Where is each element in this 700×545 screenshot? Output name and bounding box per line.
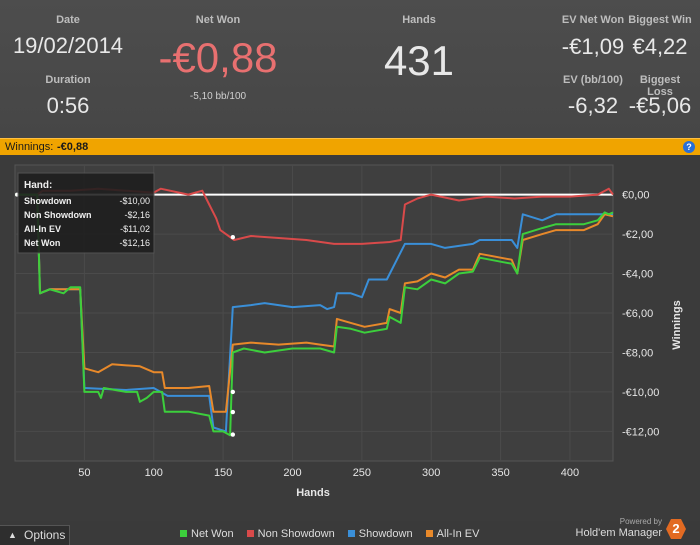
help-icon[interactable]: ?: [683, 141, 695, 153]
winnings-chart: 50 100 150 200 250 300 350 400 €0,00 -€2,00 -€4,0…: [0, 155, 700, 521]
ev-bb-label: EV (bb/100): [563, 74, 623, 86]
tooltip-row-value: -$2,16: [124, 210, 150, 220]
hand-tooltip: Hand: Showdown -$10,00 Non Showdown -$2,…: [17, 172, 155, 254]
hover-point: [230, 409, 236, 415]
y-tick-label: -€10,00: [622, 387, 659, 399]
legend-item-showdown[interactable]: Showdown: [347, 528, 413, 540]
legend-label: Non Showdown: [257, 528, 335, 540]
biggest-win-value: €4,22: [632, 34, 688, 59]
hover-point: [230, 235, 236, 240]
legend-label: All-In EV: [436, 528, 480, 540]
y-axis-label: Winnings: [671, 300, 683, 349]
tooltip-row-name: Non Showdown: [24, 210, 92, 220]
winnings-label: Winnings:: [5, 141, 54, 153]
hands-value: 431: [383, 37, 455, 84]
legend-swatch: [347, 530, 355, 537]
x-tick-label: 50: [78, 467, 90, 479]
tooltip-row-value: -$12,16: [119, 238, 150, 248]
biggest-win-label: Biggest Win: [628, 14, 692, 26]
footer-bar: ▲ Options Net Won Non Showdown Showdown …: [0, 517, 700, 545]
date-value: 19/02/2014: [12, 33, 124, 58]
biggest-loss-label: Biggest Loss: [639, 74, 681, 98]
netwon-label: Net Won: [195, 14, 241, 26]
x-tick-label: 150: [214, 467, 232, 479]
y-tick-label: €0,00: [622, 190, 650, 202]
x-tick-label: 350: [491, 467, 509, 479]
winnings-value: -€0,88: [57, 141, 89, 153]
series-line-net-won: [15, 193, 614, 437]
tooltip-row-value: -$11,02: [120, 224, 150, 234]
legend-swatch: [180, 530, 187, 537]
tooltip-row-name: Showdown: [24, 196, 72, 206]
legend-item-net-won[interactable]: Net Won: [180, 528, 234, 540]
options-label: Options: [24, 528, 66, 542]
x-tick-label: 250: [353, 467, 371, 479]
ev-net-won-value: -€1,09: [561, 34, 625, 59]
ev-bb-value: -6,32: [567, 93, 619, 118]
chart-hover-markers: [15, 192, 236, 437]
y-tick-label: -€2,00: [622, 229, 653, 241]
winnings-bar: Winnings: -€0,88 ?: [0, 138, 700, 155]
tooltip-background: [17, 172, 155, 254]
y-tick-label: -€6,00: [622, 308, 653, 320]
duration-value: 0:56: [46, 93, 90, 118]
x-tick-label: 200: [283, 467, 301, 479]
x-tick-label: 400: [561, 467, 579, 479]
chart-legend: Net Won Non Showdown Showdown All-In EV: [180, 528, 489, 540]
date-label: Date: [56, 14, 80, 26]
options-button[interactable]: ▲ Options: [0, 525, 70, 545]
session-stats-header: Date 19/02/2014 Duration 0:56 Net Won -€…: [0, 0, 700, 139]
y-axis-ticks: €0,00 -€2,00 -€4,00 -€6,00 -€8,00 -€10,00 -€12…: [622, 190, 659, 439]
ev-net-won-label: EV Net Won: [561, 14, 625, 26]
x-tick-label: 300: [422, 467, 440, 479]
brand-block: Powered by Hold'em Manager: [562, 517, 662, 539]
netwon-bb-value: -5,10 bb/100: [189, 91, 247, 102]
hover-point: [230, 432, 236, 437]
chevron-up-icon: ▲: [8, 530, 17, 540]
x-axis-ticks: 50 100 150 200 250 300 350 400: [78, 467, 579, 479]
y-tick-label: -€8,00: [622, 347, 653, 359]
legend-label: Net Won: [191, 528, 234, 540]
x-axis-label: Hands: [296, 487, 330, 499]
brand-name: Hold'em Manager: [575, 527, 662, 539]
legend-label: Showdown: [358, 528, 413, 540]
tooltip-row-name: All-In EV: [24, 224, 61, 234]
chart-series: [15, 187, 614, 437]
legend-swatch: [425, 530, 433, 537]
tooltip-title: Hand:: [24, 180, 52, 191]
x-tick-label: 100: [145, 467, 163, 479]
tooltip-row-name: Net Won: [24, 238, 60, 248]
hover-point: [230, 389, 236, 395]
hands-label: Hands: [402, 14, 436, 26]
biggest-loss-value: -€5,06: [628, 93, 692, 118]
powered-by-text: Powered by: [619, 517, 662, 526]
duration-label: Duration: [45, 74, 91, 86]
legend-swatch: [246, 530, 254, 537]
y-tick-label: -€4,00: [622, 269, 653, 281]
legend-item-non-showdown[interactable]: Non Showdown: [246, 528, 335, 540]
winnings-chart-svg: 50 100 150 200 250 300 350 400 €0,00 -€2,00 -€4,0…: [14, 164, 683, 499]
legend-item-allin-ev[interactable]: All-In EV: [425, 528, 480, 540]
y-tick-label: -€12,00: [622, 426, 659, 438]
netwon-value: -€0,88: [158, 34, 278, 81]
hem-logo-icon: 2: [666, 519, 686, 539]
tooltip-row-value: -$10,00: [119, 196, 150, 206]
